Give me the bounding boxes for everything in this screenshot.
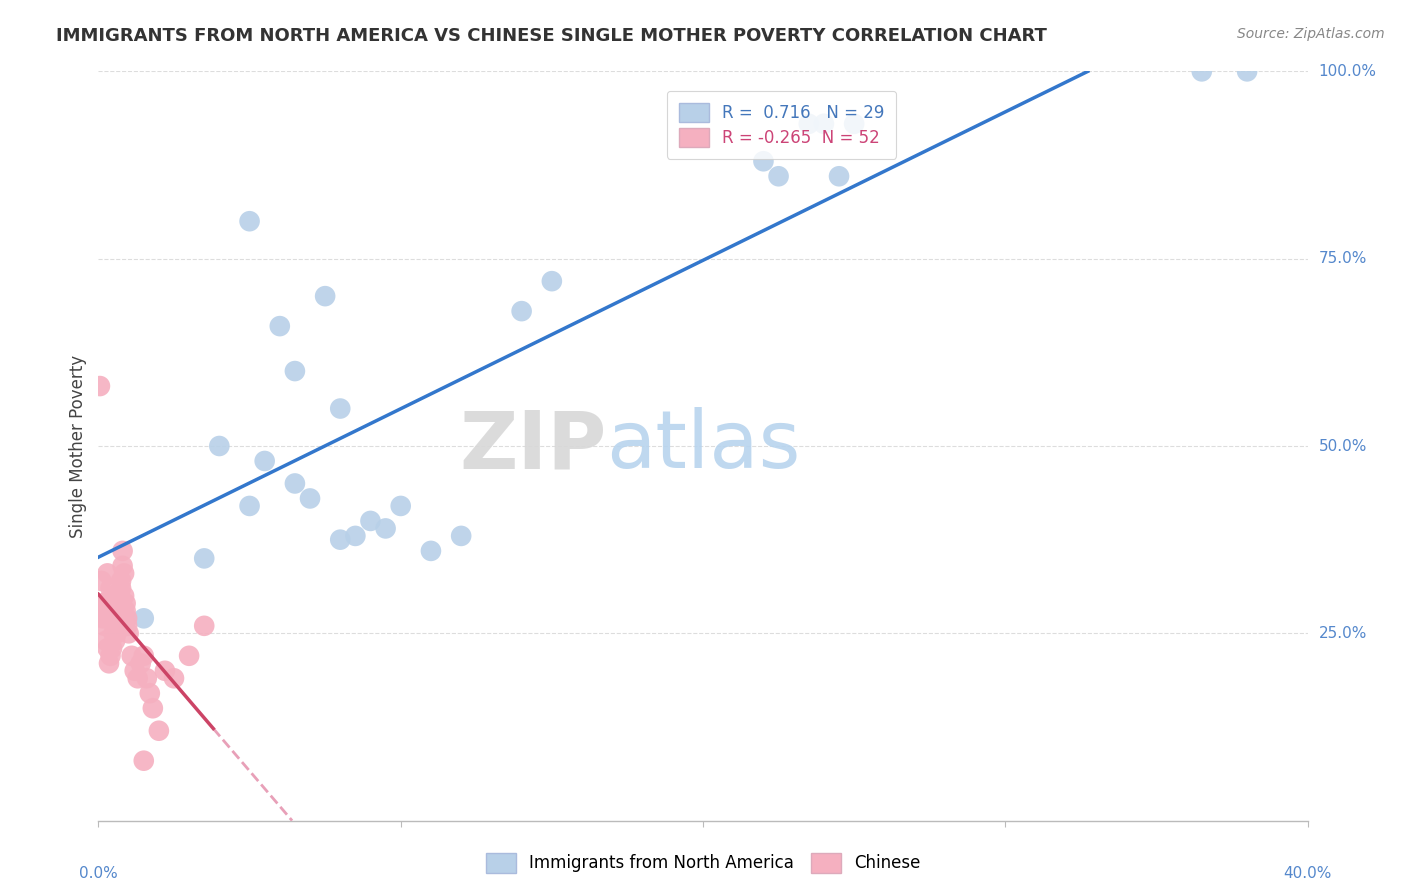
Point xyxy=(112,589,135,603)
Point xyxy=(98,657,121,671)
Text: 0.0%: 0.0% xyxy=(79,865,118,880)
Point xyxy=(844,117,866,131)
Text: 25.0%: 25.0% xyxy=(1319,626,1367,640)
Point xyxy=(101,589,124,603)
Text: 50.0%: 50.0% xyxy=(1319,439,1367,453)
Point xyxy=(101,641,124,656)
Point xyxy=(269,319,291,334)
Point xyxy=(105,619,128,633)
Point xyxy=(115,611,138,625)
Point xyxy=(813,117,835,131)
Point xyxy=(89,379,111,393)
Point xyxy=(797,117,820,131)
Point xyxy=(752,154,775,169)
Point xyxy=(107,611,129,625)
Point xyxy=(90,596,112,610)
Point xyxy=(115,619,138,633)
Point xyxy=(253,454,276,468)
Text: ZIP: ZIP xyxy=(458,407,606,485)
Point xyxy=(239,214,262,228)
Text: IMMIGRANTS FROM NORTH AMERICA VS CHINESE SINGLE MOTHER POVERTY CORRELATION CHART: IMMIGRANTS FROM NORTH AMERICA VS CHINESE… xyxy=(56,27,1047,45)
Point xyxy=(132,754,155,768)
Point xyxy=(135,671,157,685)
Point xyxy=(105,626,128,640)
Point xyxy=(124,664,146,678)
Text: atlas: atlas xyxy=(606,407,800,485)
Point xyxy=(91,611,114,625)
Point xyxy=(93,596,115,610)
Point xyxy=(91,604,114,618)
Point xyxy=(510,304,533,318)
Point xyxy=(768,169,790,184)
Point xyxy=(94,604,117,618)
Point xyxy=(103,626,125,640)
Point xyxy=(284,364,307,378)
Point xyxy=(163,671,186,685)
Point xyxy=(110,574,132,588)
Point xyxy=(1191,64,1213,78)
Point xyxy=(179,648,201,663)
Point xyxy=(299,491,322,506)
Point xyxy=(96,566,118,581)
Point xyxy=(540,274,562,288)
Point xyxy=(100,648,122,663)
Text: Source: ZipAtlas.com: Source: ZipAtlas.com xyxy=(1237,27,1385,41)
Point xyxy=(112,566,135,581)
Point xyxy=(329,533,352,547)
Point xyxy=(129,657,152,671)
Y-axis label: Single Mother Poverty: Single Mother Poverty xyxy=(69,354,87,538)
Point xyxy=(139,686,162,700)
Point xyxy=(1236,64,1258,78)
Point xyxy=(132,648,155,663)
Point xyxy=(450,529,472,543)
Text: 100.0%: 100.0% xyxy=(1319,64,1376,78)
Point xyxy=(127,671,149,685)
Point xyxy=(360,514,382,528)
Point xyxy=(153,664,176,678)
Legend: R =  0.716   N = 29, R = -0.265  N = 52: R = 0.716 N = 29, R = -0.265 N = 52 xyxy=(666,91,896,159)
Text: 40.0%: 40.0% xyxy=(1284,865,1331,880)
Point xyxy=(208,439,231,453)
Point xyxy=(344,529,367,543)
Point xyxy=(107,611,129,625)
Point xyxy=(239,499,262,513)
Point xyxy=(828,169,851,184)
Point xyxy=(111,544,134,558)
Point xyxy=(142,701,165,715)
Point xyxy=(284,476,307,491)
Point xyxy=(98,596,121,610)
Point xyxy=(103,604,125,618)
Point xyxy=(108,589,131,603)
Point xyxy=(114,604,136,618)
Point xyxy=(193,619,215,633)
Point xyxy=(104,633,127,648)
Point xyxy=(148,723,170,738)
Point xyxy=(314,289,336,303)
Point xyxy=(96,641,118,656)
Point xyxy=(100,582,122,596)
Point xyxy=(389,499,412,513)
Point xyxy=(90,574,112,588)
Point xyxy=(110,582,132,596)
Text: 75.0%: 75.0% xyxy=(1319,252,1367,266)
Point xyxy=(132,611,155,625)
Point xyxy=(114,596,136,610)
Point xyxy=(121,648,143,663)
Point xyxy=(193,551,215,566)
Point xyxy=(94,633,117,648)
Point xyxy=(111,558,134,573)
Legend: Immigrants from North America, Chinese: Immigrants from North America, Chinese xyxy=(479,847,927,880)
Point xyxy=(93,619,115,633)
Point xyxy=(374,521,396,535)
Point xyxy=(108,596,131,610)
Point xyxy=(420,544,443,558)
Point xyxy=(329,401,352,416)
Point xyxy=(104,619,127,633)
Point xyxy=(118,626,141,640)
